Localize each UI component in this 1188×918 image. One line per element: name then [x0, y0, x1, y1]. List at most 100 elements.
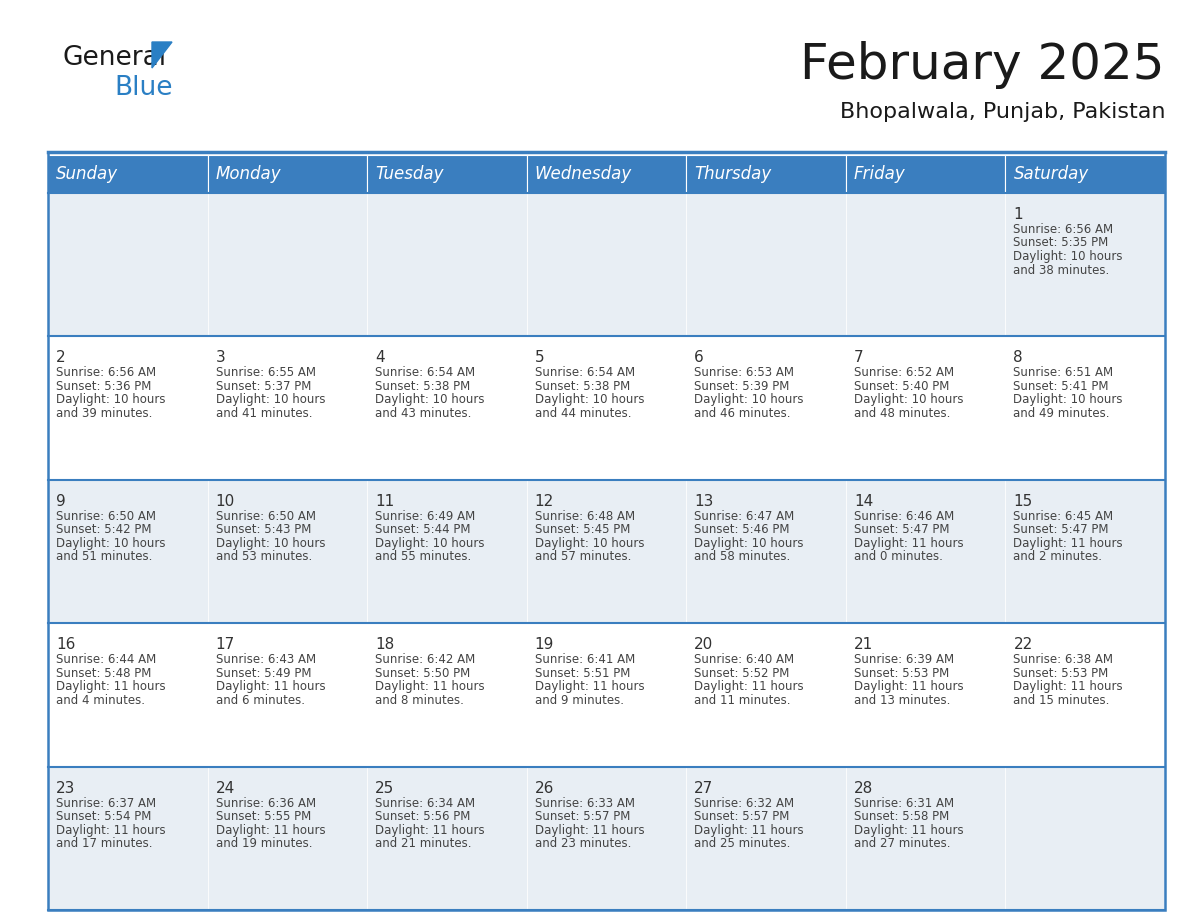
Bar [846, 767, 1005, 910]
Text: 18: 18 [375, 637, 394, 652]
Text: Daylight: 10 hours: Daylight: 10 hours [535, 537, 644, 550]
Text: 16: 16 [56, 637, 75, 652]
Text: Sunrise: 6:34 AM: Sunrise: 6:34 AM [375, 797, 475, 810]
Text: 22: 22 [1013, 637, 1032, 652]
Text: Daylight: 11 hours: Daylight: 11 hours [375, 823, 485, 836]
Text: 12: 12 [535, 494, 554, 509]
Text: Sunset: 5:50 PM: Sunset: 5:50 PM [375, 666, 470, 679]
Bar [48, 480, 208, 623]
Text: Sunrise: 6:55 AM: Sunrise: 6:55 AM [215, 366, 316, 379]
Bar [687, 193, 846, 336]
Text: Sunset: 5:41 PM: Sunset: 5:41 PM [1013, 380, 1108, 393]
Text: 4: 4 [375, 351, 385, 365]
Bar [846, 480, 1005, 623]
Bar [208, 623, 367, 767]
Text: and 55 minutes.: and 55 minutes. [375, 550, 472, 564]
Text: Daylight: 11 hours: Daylight: 11 hours [1013, 680, 1123, 693]
Text: 24: 24 [215, 780, 235, 796]
Bar [687, 480, 846, 623]
Bar [48, 193, 208, 336]
Bar [48, 155, 208, 193]
Text: Sunrise: 6:33 AM: Sunrise: 6:33 AM [535, 797, 634, 810]
Text: and 23 minutes.: and 23 minutes. [535, 837, 631, 850]
Text: and 53 minutes.: and 53 minutes. [215, 550, 311, 564]
Text: General: General [62, 45, 166, 71]
Bar [846, 623, 1005, 767]
Text: Sunrise: 6:44 AM: Sunrise: 6:44 AM [56, 654, 157, 666]
Bar [687, 623, 846, 767]
Text: Thursday: Thursday [694, 165, 771, 183]
Text: 3: 3 [215, 351, 226, 365]
Text: Daylight: 11 hours: Daylight: 11 hours [854, 823, 963, 836]
Text: and 6 minutes.: and 6 minutes. [215, 694, 304, 707]
Bar [48, 623, 208, 767]
Text: Sunset: 5:49 PM: Sunset: 5:49 PM [215, 666, 311, 679]
Bar [526, 767, 687, 910]
Text: and 13 minutes.: and 13 minutes. [854, 694, 950, 707]
Text: and 43 minutes.: and 43 minutes. [375, 407, 472, 420]
Text: Daylight: 10 hours: Daylight: 10 hours [375, 537, 485, 550]
Bar [526, 480, 687, 623]
Text: Sunrise: 6:56 AM: Sunrise: 6:56 AM [56, 366, 156, 379]
Text: Daylight: 11 hours: Daylight: 11 hours [375, 680, 485, 693]
Bar [367, 480, 526, 623]
Text: Sunset: 5:45 PM: Sunset: 5:45 PM [535, 523, 630, 536]
Text: Sunrise: 6:51 AM: Sunrise: 6:51 AM [1013, 366, 1113, 379]
Bar [846, 155, 1005, 193]
Text: Sunset: 5:54 PM: Sunset: 5:54 PM [56, 810, 151, 823]
Text: and 48 minutes.: and 48 minutes. [854, 407, 950, 420]
Bar [846, 193, 1005, 336]
Text: and 44 minutes.: and 44 minutes. [535, 407, 631, 420]
Text: and 41 minutes.: and 41 minutes. [215, 407, 312, 420]
Text: 13: 13 [694, 494, 714, 509]
Text: and 27 minutes.: and 27 minutes. [854, 837, 950, 850]
Text: and 9 minutes.: and 9 minutes. [535, 694, 624, 707]
Bar [846, 336, 1005, 480]
Text: and 58 minutes.: and 58 minutes. [694, 550, 790, 564]
Text: Saturday: Saturday [1013, 165, 1088, 183]
Text: Sunset: 5:46 PM: Sunset: 5:46 PM [694, 523, 790, 536]
Text: Bhopalwala, Punjab, Pakistan: Bhopalwala, Punjab, Pakistan [840, 102, 1165, 122]
Text: Monday: Monday [215, 165, 282, 183]
Text: and 11 minutes.: and 11 minutes. [694, 694, 791, 707]
Text: 25: 25 [375, 780, 394, 796]
Text: Daylight: 11 hours: Daylight: 11 hours [535, 680, 644, 693]
Text: 9: 9 [56, 494, 65, 509]
Text: and 57 minutes.: and 57 minutes. [535, 550, 631, 564]
Text: Sunrise: 6:32 AM: Sunrise: 6:32 AM [694, 797, 795, 810]
Text: and 49 minutes.: and 49 minutes. [1013, 407, 1110, 420]
Text: Sunrise: 6:42 AM: Sunrise: 6:42 AM [375, 654, 475, 666]
Text: Sunrise: 6:37 AM: Sunrise: 6:37 AM [56, 797, 156, 810]
Text: Daylight: 11 hours: Daylight: 11 hours [535, 823, 644, 836]
Text: Daylight: 11 hours: Daylight: 11 hours [694, 680, 804, 693]
Text: Sunset: 5:38 PM: Sunset: 5:38 PM [535, 380, 630, 393]
Text: Sunrise: 6:56 AM: Sunrise: 6:56 AM [1013, 223, 1113, 236]
Text: Sunset: 5:42 PM: Sunset: 5:42 PM [56, 523, 152, 536]
Bar [48, 336, 208, 480]
Text: Sunset: 5:39 PM: Sunset: 5:39 PM [694, 380, 790, 393]
Text: Sunrise: 6:53 AM: Sunrise: 6:53 AM [694, 366, 795, 379]
Bar [367, 336, 526, 480]
Bar [687, 767, 846, 910]
Bar [687, 336, 846, 480]
Text: Daylight: 10 hours: Daylight: 10 hours [215, 537, 326, 550]
Text: Wednesday: Wednesday [535, 165, 632, 183]
Text: and 2 minutes.: and 2 minutes. [1013, 550, 1102, 564]
Text: 27: 27 [694, 780, 714, 796]
Text: Daylight: 11 hours: Daylight: 11 hours [854, 537, 963, 550]
Text: 14: 14 [854, 494, 873, 509]
Text: Sunset: 5:44 PM: Sunset: 5:44 PM [375, 523, 470, 536]
Text: Sunset: 5:51 PM: Sunset: 5:51 PM [535, 666, 630, 679]
Text: Sunset: 5:47 PM: Sunset: 5:47 PM [854, 523, 949, 536]
Text: 23: 23 [56, 780, 75, 796]
Text: Sunrise: 6:41 AM: Sunrise: 6:41 AM [535, 654, 634, 666]
Text: and 19 minutes.: and 19 minutes. [215, 837, 312, 850]
Text: February 2025: February 2025 [801, 41, 1165, 89]
Text: 6: 6 [694, 351, 704, 365]
Text: Sunrise: 6:49 AM: Sunrise: 6:49 AM [375, 509, 475, 522]
Text: Sunset: 5:57 PM: Sunset: 5:57 PM [694, 810, 790, 823]
Text: Sunrise: 6:46 AM: Sunrise: 6:46 AM [854, 509, 954, 522]
Bar [367, 155, 526, 193]
Text: 7: 7 [854, 351, 864, 365]
Text: 21: 21 [854, 637, 873, 652]
